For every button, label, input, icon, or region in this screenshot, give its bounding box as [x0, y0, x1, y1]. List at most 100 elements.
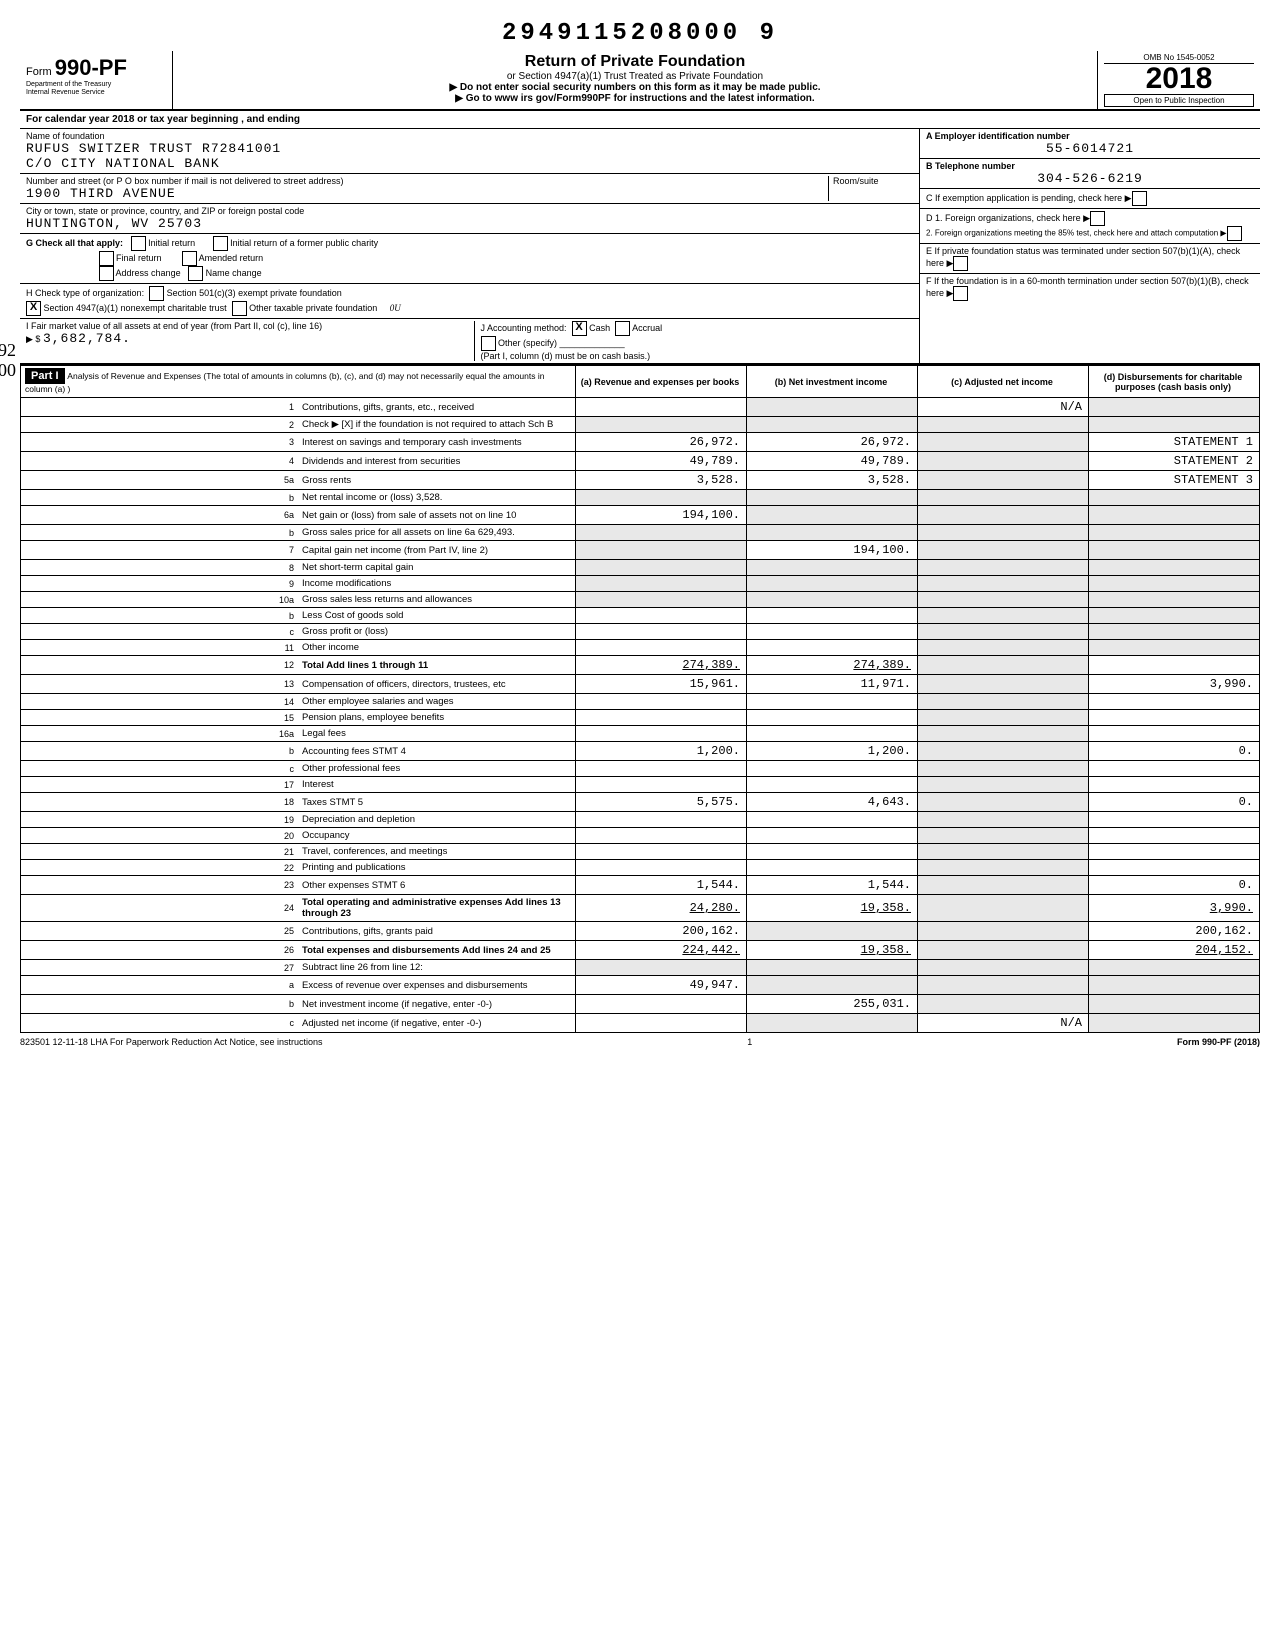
- handwritten-00: 00: [0, 360, 16, 381]
- row-label: Contributions, gifts, grants paid: [298, 922, 576, 941]
- calendar-year-line: For calendar year 2018 or tax year begin…: [20, 111, 1260, 129]
- cell-b: [747, 976, 918, 995]
- row-number: 25: [21, 922, 299, 941]
- cell-b: 1,544.: [747, 876, 918, 895]
- cell-c: [918, 976, 1089, 995]
- row-number: 16a: [21, 726, 299, 742]
- checkbox-d2[interactable]: [1227, 226, 1242, 241]
- cell-d: [1089, 576, 1260, 592]
- cell-b: 26,972.: [747, 433, 918, 452]
- row-number: 10a: [21, 592, 299, 608]
- g-o5: Address change: [116, 268, 181, 278]
- row-number: b: [21, 608, 299, 624]
- cell-b: 4,643.: [747, 793, 918, 812]
- cell-b: [747, 608, 918, 624]
- checkbox-other-tax[interactable]: [232, 301, 247, 316]
- row-number: 8: [21, 560, 299, 576]
- cell-b: 11,971.: [747, 675, 918, 694]
- row-label: Pension plans, employee benefits: [298, 710, 576, 726]
- cell-a: 26,972.: [576, 433, 747, 452]
- cell-c: [918, 793, 1089, 812]
- year-box: OMB No 1545-0052 2018 Open to Public Ins…: [1098, 51, 1260, 109]
- cell-d: [1089, 960, 1260, 976]
- row-number: 21: [21, 844, 299, 860]
- checkbox-cash[interactable]: X: [572, 321, 587, 336]
- row-number: 24: [21, 895, 299, 922]
- form-number: 990-PF: [55, 55, 127, 80]
- i-value: 3,682,784.: [43, 331, 131, 346]
- checkbox-final[interactable]: [99, 251, 114, 266]
- row-label: Gross rents: [298, 471, 576, 490]
- checkbox-f[interactable]: [953, 286, 968, 301]
- cell-b: [747, 576, 918, 592]
- cell-d: 3,990.: [1089, 895, 1260, 922]
- cell-c: [918, 624, 1089, 640]
- phone-value: 304-526-6219: [926, 171, 1254, 186]
- j-note: (Part I, column (d) must be on cash basi…: [481, 351, 651, 361]
- cell-c: [918, 541, 1089, 560]
- cell-c: [918, 506, 1089, 525]
- cell-d: 0.: [1089, 793, 1260, 812]
- g-o3: Final return: [116, 253, 162, 263]
- g-o4: Amended return: [199, 253, 264, 263]
- city-label: City or town, state or province, country…: [26, 206, 913, 216]
- cell-b: 274,389.: [747, 656, 918, 675]
- cell-a: [576, 812, 747, 828]
- cell-b: [747, 710, 918, 726]
- h-row: H Check type of organization: Section 50…: [20, 284, 919, 319]
- part1-desc: Analysis of Revenue and Expenses (The to…: [25, 371, 544, 394]
- city-cell: City or town, state or province, country…: [20, 204, 919, 234]
- row-label: Gross sales price for all assets on line…: [298, 525, 576, 541]
- cell-a: 1,544.: [576, 876, 747, 895]
- checkbox-e[interactable]: [953, 256, 968, 271]
- row-label: Other expenses STMT 6: [298, 876, 576, 895]
- cell-d: 0.: [1089, 742, 1260, 761]
- street-cell: Number and street (or P O box number if …: [20, 174, 919, 204]
- checkbox-initial-former[interactable]: [213, 236, 228, 251]
- cell-c: [918, 576, 1089, 592]
- checkbox-501c3[interactable]: [149, 286, 164, 301]
- cell-c: [918, 710, 1089, 726]
- title-sub1: or Section 4947(a)(1) Trust Treated as P…: [181, 71, 1089, 82]
- row-number: 22: [21, 860, 299, 876]
- foundation-name-cell: Name of foundation RUFUS SWITZER TRUST R…: [20, 129, 919, 174]
- row-label: Total Add lines 1 through 11: [298, 656, 576, 675]
- h-o2: Section 4947(a)(1) nonexempt charitable …: [44, 303, 227, 313]
- cell-a: [576, 560, 747, 576]
- cell-d: 200,162.: [1089, 922, 1260, 941]
- cell-c: [918, 761, 1089, 777]
- cell-a: [576, 525, 747, 541]
- row-label: Total operating and administrative expen…: [298, 895, 576, 922]
- checkbox-initial[interactable]: [131, 236, 146, 251]
- checkbox-other-method[interactable]: [481, 336, 496, 351]
- inspection-label: Open to Public Inspection: [1104, 94, 1254, 107]
- checkbox-amended[interactable]: [182, 251, 197, 266]
- cell-a: [576, 624, 747, 640]
- tracking-number: 2949115208000 9: [20, 20, 1260, 47]
- cell-b: [747, 812, 918, 828]
- f-label: F If the foundation is in a 60-month ter…: [926, 276, 1249, 298]
- cell-a: [576, 694, 747, 710]
- row-number: a: [21, 976, 299, 995]
- foundation-name2: C/O CITY NATIONAL BANK: [26, 156, 913, 171]
- j-accrual: Accrual: [632, 323, 662, 333]
- j-other: Other (specify): [498, 338, 557, 348]
- cell-c: [918, 828, 1089, 844]
- street-value: 1900 THIRD AVENUE: [26, 186, 828, 201]
- checkbox-4947[interactable]: X: [26, 301, 41, 316]
- row-number: c: [21, 761, 299, 777]
- row-number: 7: [21, 541, 299, 560]
- cell-c: [918, 876, 1089, 895]
- checkbox-c[interactable]: [1132, 191, 1147, 206]
- cell-c: [918, 995, 1089, 1014]
- ein-value: 55-6014721: [926, 141, 1254, 156]
- cell-c: [918, 656, 1089, 675]
- form-prefix: Form: [26, 66, 52, 78]
- checkbox-name[interactable]: [188, 266, 203, 281]
- row-label: Occupancy: [298, 828, 576, 844]
- cell-d: [1089, 995, 1260, 1014]
- checkbox-address[interactable]: [99, 266, 114, 281]
- checkbox-accrual[interactable]: [615, 321, 630, 336]
- row-number: 11: [21, 640, 299, 656]
- checkbox-d1[interactable]: [1090, 211, 1105, 226]
